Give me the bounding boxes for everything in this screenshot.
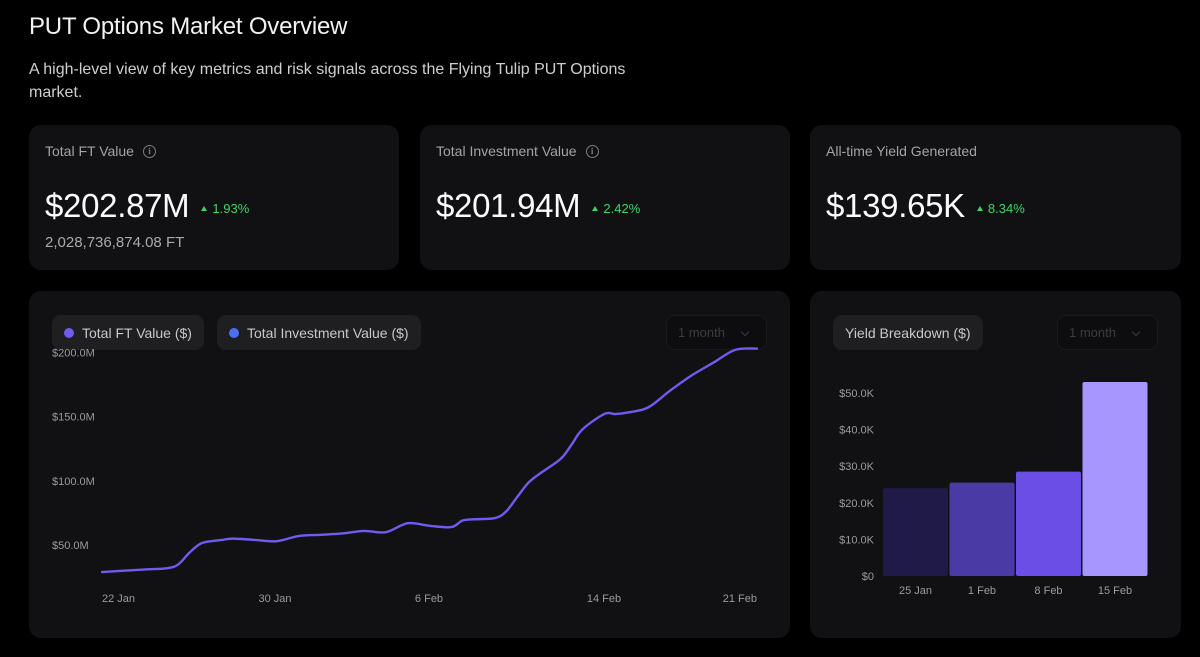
stat-change-value: 2.42% [603, 201, 641, 216]
y-tick-label: $40.0K [839, 425, 875, 437]
info-circle-icon[interactable]: i [142, 144, 156, 158]
y-tick-label: $50.0K [839, 388, 875, 400]
x-tick-label: 25 Jan [899, 585, 932, 597]
stat-change: 1.93% [201, 201, 249, 216]
stat-card-total-investment-value: Total Investment Value i $201.94M 2.42% [420, 125, 790, 270]
x-tick-label: 1 Feb [968, 585, 996, 597]
legend-label: Total FT Value ($) [82, 324, 192, 341]
stat-label: Total FT Value [45, 143, 134, 159]
time-range-value: 1 month [1069, 325, 1116, 340]
stat-change: 2.42% [592, 201, 640, 216]
x-tick-label: 14 Feb [587, 593, 621, 605]
y-tick-label: $10.0K [839, 534, 875, 546]
stat-change-value: 8.34% [987, 201, 1025, 216]
triangle-up-icon [976, 206, 983, 211]
bar-1-feb[interactable] [949, 482, 1015, 576]
legend-label: Total Investment Value ($) [247, 324, 409, 341]
stat-card-all-time-yield: All-time Yield Generated $139.65K 8.34% [810, 125, 1181, 270]
x-tick-label: 6 Feb [415, 593, 443, 605]
x-tick-label: 22 Jan [102, 593, 135, 605]
bar-8-feb[interactable] [1016, 471, 1081, 576]
bar-chart: $0 $10.0K $20.0K $30.0K $40.0K $50.0K 25 Jan 1 … [839, 382, 1148, 597]
time-range-select[interactable]: 1 month [1057, 315, 1158, 350]
stat-value: $201.94M [436, 187, 581, 224]
y-tick-label: $20.0K [839, 498, 875, 510]
yield-chart-panel: Yield Breakdown ($) 1 month $0 $10.0K $20.… [810, 291, 1181, 638]
triangle-up-icon [592, 206, 599, 211]
legend-dot [64, 327, 74, 338]
legend-chip-total-ft-value[interactable]: Total FT Value ($) [52, 315, 204, 350]
series-line-total-ft-value [100, 347, 759, 574]
info-circle-icon[interactable]: i [585, 144, 599, 158]
page-title: PUT Options Market Overview [29, 13, 348, 40]
x-tick-label: 21 Feb [723, 593, 757, 605]
triangle-up-icon [201, 206, 208, 211]
y-tick-label: $200.0M [52, 347, 95, 359]
y-tick-label: $100.0M [52, 476, 95, 488]
stat-label: All-time Yield Generated [826, 143, 977, 159]
line-chart: $50.0M $100.0M $150.0M $200.0M 22 Jan 30 Jan 6… [52, 347, 759, 605]
y-tick-label: $50.0M [52, 540, 89, 552]
page-subtitle: A high-level view of key metrics and ris… [29, 61, 626, 101]
stat-value: $202.87M [45, 187, 190, 224]
stat-subvalue: 2,028,736,874.08 FT [45, 234, 185, 251]
stat-change: 8.34% [976, 201, 1025, 216]
x-tick-label: 30 Jan [258, 593, 291, 605]
y-tick-label: $0 [862, 571, 874, 583]
stat-value: $139.65K [826, 187, 965, 224]
y-tick-label: $30.0K [839, 461, 875, 473]
legend-dot [229, 327, 239, 338]
x-tick-label: 8 Feb [1034, 585, 1062, 597]
stat-card-total-ft-value: Total FT Value i $202.87M 1.93% 2,028,73… [29, 125, 399, 270]
legend-chip-yield-breakdown[interactable]: Yield Breakdown ($) [833, 315, 983, 350]
legend-label: Yield Breakdown ($) [845, 324, 971, 341]
x-tick-label: 15 Feb [1098, 585, 1132, 597]
time-range-select[interactable]: 1 month [666, 315, 767, 350]
y-tick-label: $150.0M [52, 412, 95, 424]
time-range-value: 1 month [678, 325, 725, 340]
stat-change-value: 1.93% [212, 201, 250, 216]
bar-15-feb[interactable] [1082, 382, 1148, 576]
value-chart-panel: Total FT Value ($) Total Investment Valu… [29, 291, 790, 638]
stat-label: Total Investment Value [436, 143, 577, 159]
bar-25-jan[interactable] [883, 488, 948, 576]
legend-chip-total-investment-value[interactable]: Total Investment Value ($) [217, 315, 421, 350]
